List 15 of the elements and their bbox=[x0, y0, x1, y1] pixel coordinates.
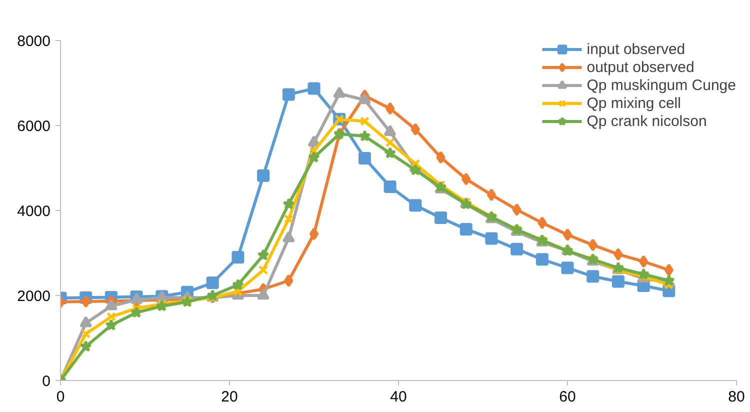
x-tick-label: 20 bbox=[221, 388, 238, 406]
x-tick-label: 80 bbox=[728, 388, 745, 406]
y-tick-label: 2000 bbox=[17, 288, 51, 305]
y-tick-label: 0 bbox=[42, 373, 50, 390]
x-tick-label: 40 bbox=[390, 388, 407, 406]
y-tick-label: 6000 bbox=[17, 118, 51, 135]
legend-label: input observed bbox=[586, 40, 686, 58]
y-tick-label: 8000 bbox=[17, 33, 51, 50]
legend-label: Qp crank nicolson bbox=[586, 112, 707, 130]
x-tick-label: 60 bbox=[559, 388, 576, 406]
legend-label: Qp muskingum Cunge bbox=[586, 76, 736, 94]
x-tick-label: 0 bbox=[56, 388, 65, 406]
legend-label: output observed bbox=[586, 58, 694, 76]
y-tick-label: 4000 bbox=[17, 203, 51, 220]
legend-label: Qp mixing cell bbox=[586, 94, 681, 112]
